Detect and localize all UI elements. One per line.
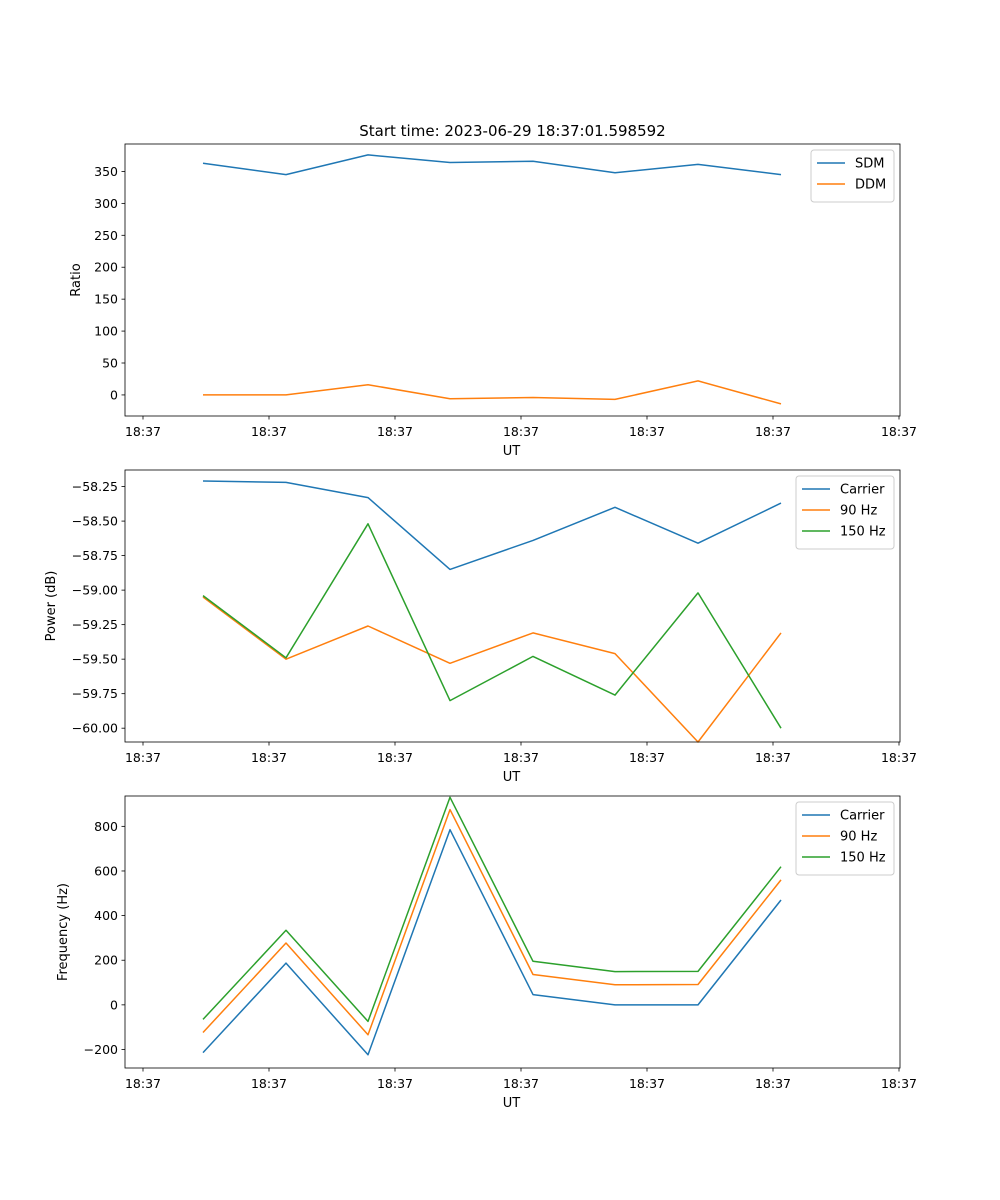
y-tick-label: −60.00 (72, 721, 118, 736)
x-axis-label: UT (503, 1096, 521, 1111)
x-tick-label: 18:37 (881, 424, 917, 439)
legend-label: SDM (855, 157, 884, 172)
x-tick-label: 18:37 (125, 424, 161, 439)
x-tick-label: 18:37 (377, 750, 413, 765)
y-tick-label: −59.75 (72, 686, 118, 701)
series-line-150-hz (202, 523, 782, 729)
y-tick-label: 0 (110, 997, 118, 1012)
x-tick-label: 18:37 (377, 1076, 413, 1091)
chart-panel-1: Start time: 2023-06-29 18:37:01.598592 0 5… (69, 122, 917, 459)
y-tick-label: 600 (94, 863, 118, 878)
legend-label: 150 Hz (840, 525, 886, 540)
y-tick-label: −200 (84, 1042, 118, 1057)
chart-title: Start time: 2023-06-29 18:37:01.598592 (359, 122, 665, 140)
series-line-90-hz (202, 596, 782, 743)
x-tick-label: 18:37 (377, 424, 413, 439)
x-tick-label: 18:37 (503, 424, 539, 439)
series-line-150-hz (202, 796, 782, 1023)
x-tick-label: 18:37 (881, 1076, 917, 1091)
legend: Carrier 90 Hz 150 Hz (795, 475, 895, 550)
y-axis-label: Power (dB) (44, 571, 59, 642)
x-tick-label: 18:37 (629, 750, 665, 765)
y-tick-label: 200 (94, 260, 118, 275)
y-tick-label: −59.25 (72, 617, 118, 632)
x-tick-label: 18:37 (125, 1076, 161, 1091)
x-tick-label: 18:37 (251, 1076, 287, 1091)
y-axis-label: Ratio (69, 263, 84, 296)
y-axis-label: Frequency (Hz) (56, 883, 71, 981)
y-tick-label: 50 (102, 356, 118, 371)
y-tick-label: 800 (94, 819, 118, 834)
y-tick-label: −58.75 (72, 548, 118, 563)
x-axis-label: UT (503, 444, 521, 459)
y-tick-label: 150 (94, 292, 118, 307)
y-tick-label: −58.50 (72, 514, 118, 529)
legend-label: 90 Hz (840, 504, 877, 519)
x-tick-label: 18:37 (881, 750, 917, 765)
legend: Carrier 90 Hz 150 Hz (795, 801, 895, 876)
legend-label: Carrier (840, 483, 885, 498)
series-line-carrier (202, 828, 782, 1056)
x-axis-label: UT (503, 770, 521, 785)
y-tick-label: 200 (94, 953, 118, 968)
legend-label: 150 Hz (840, 851, 886, 866)
y-tick-label: −59.50 (72, 652, 118, 667)
x-tick-label: 18:37 (503, 750, 539, 765)
y-tick-label: 300 (94, 196, 118, 211)
x-tick-label: 18:37 (629, 424, 665, 439)
x-tick-label: 18:37 (251, 750, 287, 765)
legend-label: DDM (855, 178, 886, 193)
x-tick-label: 18:37 (755, 750, 791, 765)
legend: SDM DDM (810, 149, 895, 203)
series-line-90-hz (202, 808, 782, 1036)
x-tick-label: 18:37 (755, 1076, 791, 1091)
legend-label: 90 Hz (840, 830, 877, 845)
y-tick-label: 350 (94, 164, 118, 179)
legend-label: Carrier (840, 809, 885, 824)
chart-panel-3: −200 0 200 400 600 800 18:37 18:37 18:37 18:37 18:… (56, 795, 917, 1111)
x-tick-label: 18:37 (503, 1076, 539, 1091)
x-tick-label: 18:37 (125, 750, 161, 765)
y-tick-label: 400 (94, 908, 118, 923)
y-tick-label: −59.00 (72, 583, 118, 598)
plot-frame (124, 469, 901, 743)
plot-frame (124, 795, 901, 1069)
y-tick-label: 100 (94, 324, 118, 339)
y-tick-label: −58.25 (72, 479, 118, 494)
x-tick-label: 18:37 (755, 424, 791, 439)
y-tick-label: 0 (110, 387, 118, 402)
y-tick-label: 250 (94, 228, 118, 243)
series-line-ddm (203, 380, 782, 405)
plot-frame (124, 143, 901, 417)
chart-panel-2: −60.00 −59.75 −59.50 −59.25 −59.00 −58.75 −58.… (44, 469, 917, 785)
x-tick-label: 18:37 (251, 424, 287, 439)
series-line-carrier (202, 480, 782, 571)
x-tick-label: 18:37 (629, 1076, 665, 1091)
series-line-sdm (202, 154, 782, 176)
